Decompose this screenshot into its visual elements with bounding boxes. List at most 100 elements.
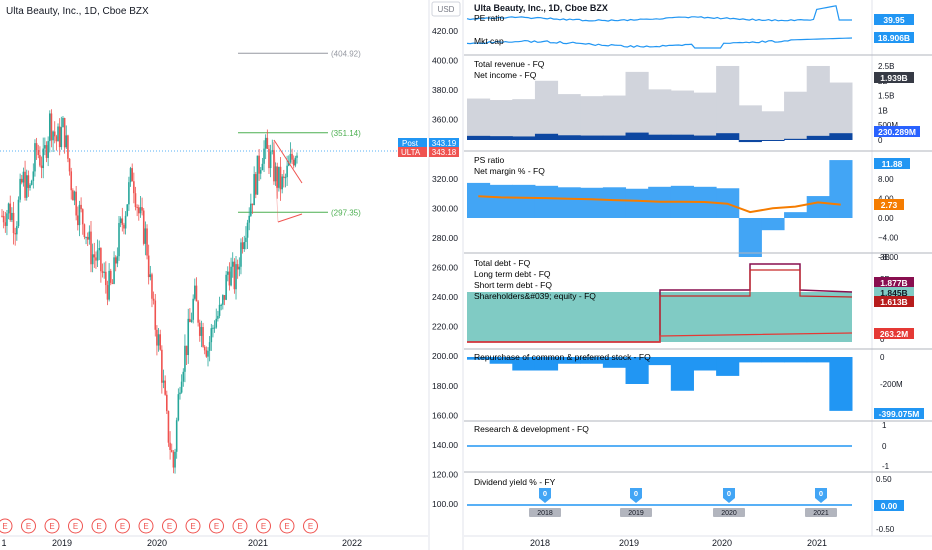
revenue-tick-label: 1.5B: [878, 92, 894, 101]
revenue-bar: [512, 99, 536, 140]
candle-body: [14, 233, 16, 235]
price-tick-label: 160.00: [432, 410, 458, 420]
mkt-cap-line: [466, 37, 853, 49]
revenue-bar: [602, 95, 627, 140]
revenue-bar: [625, 71, 649, 140]
candle-body: [6, 213, 8, 226]
revenue-tick-label: 1B: [878, 106, 888, 115]
revenue-bar: [489, 100, 513, 140]
earnings-marker-label: E: [308, 522, 313, 531]
revenue-bar: [467, 98, 491, 140]
ps-bar: [784, 212, 808, 218]
revenue-bar: [580, 96, 604, 140]
dividend-flag: [723, 488, 735, 503]
ps-bar: [806, 196, 830, 218]
candle-body: [256, 155, 259, 195]
candle-body: [22, 171, 25, 183]
candle-body: [263, 148, 265, 164]
repurchase-bar: [534, 357, 559, 371]
candle-body: [1, 215, 3, 217]
net-income-bar: [534, 133, 559, 140]
ps-bar: [602, 187, 627, 218]
rd-tick-label: 0: [882, 442, 887, 451]
time-axis-ticks: 1 2019 2020 2021 2022: [1, 538, 362, 548]
candle-body: [113, 257, 115, 284]
candle-body: [225, 274, 227, 300]
net-income-bars: [467, 132, 853, 143]
revenue-pane: Total revenue - FQ Net income - FQ 2.5B 2…: [464, 59, 932, 152]
candle-body: [198, 322, 201, 336]
net-income-bar: [602, 135, 627, 140]
candle-body: [29, 184, 31, 188]
repurchase-bar: [761, 357, 785, 363]
price-tick-label: 180.00: [432, 381, 458, 391]
candle-body: [245, 237, 247, 243]
dividend-year-label: 2020: [721, 510, 737, 517]
earnings-marker: [138, 518, 154, 534]
ulta-badge-label: ULTA: [401, 148, 421, 157]
repurchase-badge: -399.075M: [879, 409, 920, 419]
earnings-marker-label: E: [73, 522, 78, 531]
revenue-bar: [670, 90, 694, 140]
dividend-axis-ticks: 0.50 -0.50: [876, 475, 895, 534]
candle-body: [156, 329, 158, 346]
candle-body: [194, 285, 196, 299]
candle-body: [157, 334, 160, 346]
candle-body: [189, 318, 191, 323]
revenue-bar: [557, 94, 581, 140]
candle-body: [81, 209, 84, 225]
triangle-pattern[interactable]: [273, 139, 303, 223]
ps-bar: [557, 187, 581, 218]
candle-body: [98, 248, 101, 251]
dividend-flag-value: 0: [727, 489, 731, 498]
candle-body: [45, 145, 48, 158]
earnings-marker-label: E: [120, 522, 125, 531]
equity-badge: 1.845B: [880, 288, 907, 298]
net-income-bar: [467, 135, 491, 140]
candle-body: [251, 203, 254, 206]
candle-body: [203, 346, 206, 351]
earnings-marker-label: E: [214, 522, 219, 531]
candle-body: [281, 176, 283, 190]
price-tick-label: 360.00: [432, 115, 458, 125]
earnings-marker: [0, 518, 13, 534]
repurchase-bar: [467, 357, 491, 360]
candle-body: [34, 143, 36, 172]
ps-bar: [738, 218, 762, 257]
ulta-badge: ULTA 343.18: [398, 147, 459, 157]
candle-body: [218, 304, 221, 316]
candle-body: [294, 157, 297, 166]
price-tick-label: 300.00: [432, 203, 458, 213]
dividend-year-tag: [805, 508, 837, 517]
repurchase-bar: [738, 357, 762, 363]
candle-body: [243, 242, 246, 250]
earnings-marker: [256, 518, 271, 534]
left-price-chart[interactable]: Ulta Beauty, Inc., 1D, Cboe BZX (404.92)…: [0, 0, 461, 550]
candle-body: [37, 150, 40, 156]
ps-axis-ticks: 8.004.000.00−4.00−8.00: [878, 175, 899, 262]
candle-body: [124, 215, 127, 229]
ps-bar: [534, 185, 559, 218]
price-tick-label: 140.00: [432, 440, 458, 450]
candle-body: [40, 165, 43, 169]
repurchase-label: Repurchase of common & preferred stock -…: [474, 352, 651, 362]
dividend-flag: [815, 488, 827, 503]
candle-body: [139, 207, 142, 214]
debt-tick-label: 0: [880, 335, 885, 344]
candle-body: [161, 349, 163, 383]
candle-body: [152, 298, 155, 301]
fundamentals-panel[interactable]: Ulta Beauty, Inc., 1D, Cboe BZX PE ratio…: [464, 0, 932, 548]
revenue-tick-label: 2.5B: [878, 62, 894, 71]
candle-body: [86, 236, 89, 240]
time-tick-label: 2019: [52, 538, 72, 548]
candle-body: [197, 301, 199, 323]
candle-body: [259, 170, 262, 174]
candle-body: [55, 136, 58, 142]
candle-body: [284, 177, 287, 179]
candle-body: [111, 282, 114, 284]
candle-body: [179, 392, 181, 395]
net-income-bar: [625, 132, 649, 140]
candle-body: [159, 334, 162, 350]
candle-body: [42, 148, 45, 169]
